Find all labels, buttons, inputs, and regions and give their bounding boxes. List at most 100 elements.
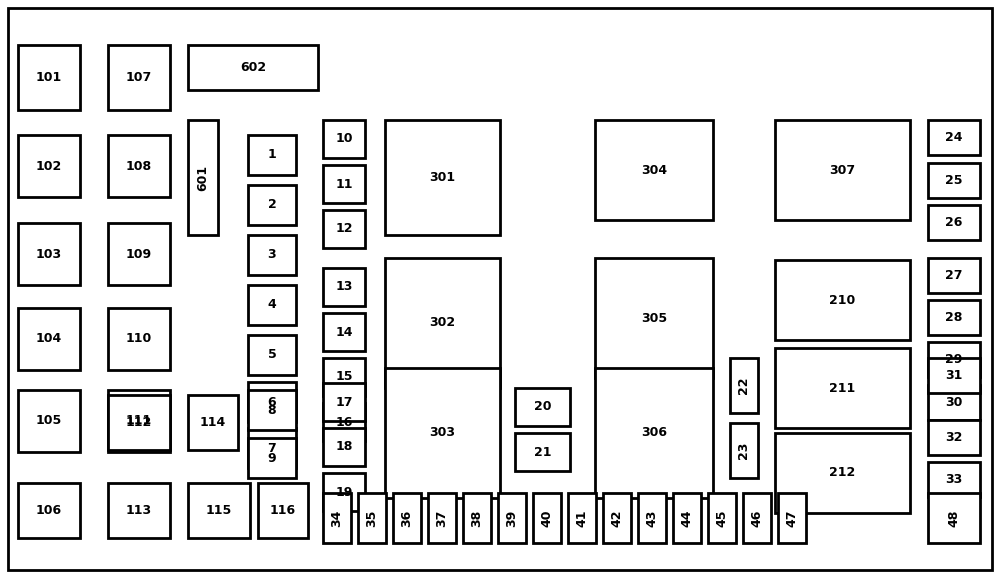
Text: 23: 23 <box>738 442 750 459</box>
Bar <box>385 258 500 388</box>
Bar <box>515 388 570 426</box>
Text: 1: 1 <box>268 149 276 161</box>
Bar <box>595 368 713 498</box>
Bar <box>928 420 980 455</box>
Text: 301: 301 <box>429 171 456 184</box>
Text: 48: 48 <box>948 509 960 527</box>
Text: 102: 102 <box>36 160 62 172</box>
Bar <box>18 308 80 370</box>
Bar <box>248 390 296 430</box>
Bar <box>775 348 910 428</box>
Text: 2: 2 <box>268 198 276 212</box>
Bar <box>928 205 980 240</box>
Text: 109: 109 <box>126 247 152 261</box>
Text: 304: 304 <box>641 164 667 176</box>
Text: 210: 210 <box>829 294 856 306</box>
Text: 16: 16 <box>335 416 353 428</box>
Bar <box>323 428 365 466</box>
Bar <box>18 45 80 110</box>
Text: 305: 305 <box>641 312 667 324</box>
Text: 44: 44 <box>680 509 694 527</box>
Bar <box>778 493 806 543</box>
Bar <box>18 223 80 285</box>
Bar <box>498 493 526 543</box>
Text: 302: 302 <box>429 317 456 329</box>
Bar <box>730 423 758 478</box>
Text: 13: 13 <box>335 280 353 294</box>
Text: 10: 10 <box>335 132 353 146</box>
Text: 27: 27 <box>945 269 963 282</box>
Text: 32: 32 <box>945 431 963 444</box>
Bar <box>323 403 365 441</box>
Bar <box>248 438 296 478</box>
Bar <box>108 308 170 370</box>
Text: 11: 11 <box>335 177 353 191</box>
Text: 29: 29 <box>945 353 963 366</box>
Bar <box>928 385 980 420</box>
Bar <box>248 428 296 468</box>
Text: 9: 9 <box>268 451 276 465</box>
Text: 113: 113 <box>126 504 152 517</box>
Text: 115: 115 <box>206 504 232 517</box>
Text: 30: 30 <box>945 396 963 409</box>
Text: 36: 36 <box>400 509 414 527</box>
Bar <box>323 313 365 351</box>
Text: 106: 106 <box>36 504 62 517</box>
Bar <box>428 493 456 543</box>
Text: 211: 211 <box>829 381 856 395</box>
Text: 116: 116 <box>270 504 296 517</box>
Text: 14: 14 <box>335 325 353 339</box>
Bar <box>108 483 170 538</box>
Text: 303: 303 <box>430 427 456 439</box>
Bar <box>323 210 365 248</box>
Bar <box>108 223 170 285</box>
Bar <box>393 493 421 543</box>
Text: 212: 212 <box>829 466 856 480</box>
Text: 101: 101 <box>36 71 62 84</box>
Text: 104: 104 <box>36 332 62 346</box>
Bar <box>188 483 250 538</box>
Bar <box>730 358 758 413</box>
Bar <box>248 335 296 375</box>
Bar <box>258 483 308 538</box>
Text: 41: 41 <box>576 509 588 527</box>
Text: 40: 40 <box>540 509 554 527</box>
Bar <box>18 483 80 538</box>
Text: 46: 46 <box>750 509 764 527</box>
Bar <box>323 165 365 203</box>
Bar <box>928 342 980 377</box>
Bar <box>775 433 910 513</box>
Text: 306: 306 <box>641 427 667 439</box>
Bar <box>323 268 365 306</box>
Bar <box>533 493 561 543</box>
Bar <box>743 493 771 543</box>
Text: 28: 28 <box>945 311 963 324</box>
Bar <box>248 135 296 175</box>
Bar <box>928 358 980 393</box>
Text: 12: 12 <box>335 223 353 235</box>
Bar <box>638 493 666 543</box>
Bar <box>108 395 170 450</box>
Text: 42: 42 <box>610 509 624 527</box>
Bar <box>708 493 736 543</box>
Text: 5: 5 <box>268 349 276 361</box>
Text: 17: 17 <box>335 395 353 409</box>
Bar <box>188 120 218 235</box>
Bar <box>323 493 351 543</box>
Text: 6: 6 <box>268 395 276 409</box>
Text: 47: 47 <box>786 509 798 527</box>
Text: 19: 19 <box>335 486 353 498</box>
Text: 108: 108 <box>126 160 152 172</box>
Text: 34: 34 <box>330 509 344 527</box>
Bar <box>188 395 238 450</box>
Text: 25: 25 <box>945 174 963 187</box>
Text: 110: 110 <box>126 332 152 346</box>
Text: 24: 24 <box>945 131 963 144</box>
Text: 21: 21 <box>534 446 551 458</box>
Bar <box>928 163 980 198</box>
Bar <box>188 45 318 90</box>
Bar <box>248 235 296 275</box>
Text: 33: 33 <box>945 473 963 486</box>
Bar <box>928 462 980 497</box>
Bar <box>108 45 170 110</box>
